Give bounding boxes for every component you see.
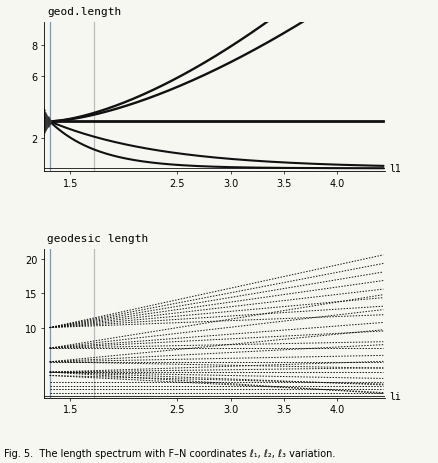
Text: li: li [390,391,402,401]
Text: geodesic length: geodesic length [47,233,148,244]
Text: geod.length: geod.length [47,7,121,17]
Text: l1: l1 [390,164,402,174]
Text: Fig. 5.  The length spectrum with F–N coordinates ℓ₁, ℓ₂, ℓ₃ variation.: Fig. 5. The length spectrum with F–N coo… [4,448,336,458]
